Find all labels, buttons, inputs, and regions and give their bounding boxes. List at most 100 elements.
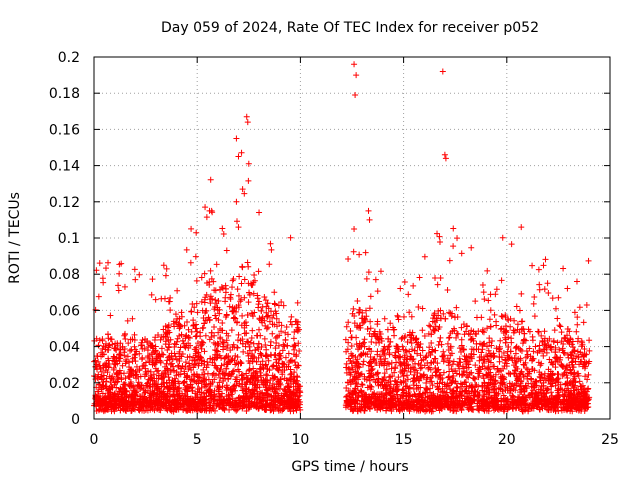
data-point [108, 336, 115, 343]
data-point [241, 294, 248, 301]
data-point [250, 340, 257, 347]
data-point [194, 340, 201, 347]
data-point [567, 366, 574, 373]
data-point [366, 398, 373, 405]
data-point [252, 377, 259, 384]
data-point [107, 379, 114, 386]
data-point [377, 330, 384, 337]
data-point [366, 382, 373, 389]
data-point [503, 329, 510, 336]
data-point [254, 395, 261, 402]
data-point [126, 363, 133, 370]
data-point [159, 375, 166, 382]
data-point [285, 350, 292, 357]
data-point [384, 326, 391, 333]
data-point [374, 318, 381, 325]
data-point [525, 380, 532, 387]
data-point [114, 369, 121, 376]
data-point [524, 366, 531, 373]
data-point [496, 345, 503, 352]
data-point [241, 276, 248, 283]
data-point [202, 332, 209, 339]
data-point [266, 393, 273, 400]
data-point [458, 348, 465, 355]
data-point [456, 365, 463, 372]
data-point [230, 307, 237, 314]
data-point [187, 342, 194, 349]
data-point [530, 402, 537, 409]
data-point [501, 363, 508, 370]
data-point [426, 344, 433, 351]
data-point [416, 401, 423, 408]
data-point [169, 355, 176, 362]
data-point [269, 330, 276, 337]
data-point [271, 300, 278, 307]
data-point [224, 397, 231, 404]
data-point [113, 347, 120, 354]
data-point [512, 367, 519, 374]
data-point [201, 348, 208, 355]
data-point [218, 362, 225, 369]
data-point [182, 333, 189, 340]
data-point [380, 351, 387, 358]
data-point [275, 367, 282, 374]
data-point [401, 401, 408, 408]
data-point [240, 393, 247, 400]
data-point [189, 388, 196, 395]
data-point [282, 354, 289, 361]
data-point [173, 372, 180, 379]
data-point [226, 303, 233, 310]
data-point [262, 403, 269, 410]
data-point [555, 398, 562, 405]
data-point [434, 380, 441, 387]
data-point [279, 360, 286, 367]
data-point [208, 329, 215, 336]
data-point [430, 399, 437, 406]
data-point [463, 358, 470, 365]
data-point [584, 386, 591, 393]
data-point [516, 394, 523, 401]
data-point [191, 406, 198, 413]
data-point [270, 312, 277, 319]
data-point [258, 398, 265, 405]
data-point [381, 315, 388, 322]
data-point [494, 365, 501, 372]
data-point [168, 408, 175, 415]
data-point [537, 362, 544, 369]
data-point [292, 398, 299, 405]
data-point [246, 343, 253, 350]
data-point [366, 346, 373, 353]
data-point [212, 297, 219, 304]
data-point [173, 341, 180, 348]
data-point [367, 318, 374, 325]
data-point [477, 340, 484, 347]
data-point [532, 343, 539, 350]
data-point [279, 371, 286, 378]
data-point [176, 387, 183, 394]
data-point [431, 327, 438, 334]
data-point [541, 370, 548, 377]
data-point [224, 342, 231, 349]
data-point [411, 371, 418, 378]
data-point [426, 364, 433, 371]
data-point [229, 355, 236, 362]
data-point [199, 357, 205, 364]
data-point [451, 314, 458, 321]
data-point [570, 364, 577, 371]
data-point [269, 380, 276, 387]
data-point [194, 394, 201, 401]
data-point [380, 385, 387, 392]
data-point [418, 373, 425, 380]
data-point [461, 388, 468, 395]
data-point [269, 372, 276, 379]
data-point [131, 331, 138, 338]
data-point [219, 383, 226, 390]
data-point [343, 323, 350, 330]
data-point [183, 319, 190, 326]
data-point [564, 326, 571, 333]
data-point [232, 361, 239, 368]
data-point [261, 335, 268, 342]
data-point [293, 373, 300, 380]
data-point [387, 373, 394, 380]
data-point [216, 368, 223, 375]
